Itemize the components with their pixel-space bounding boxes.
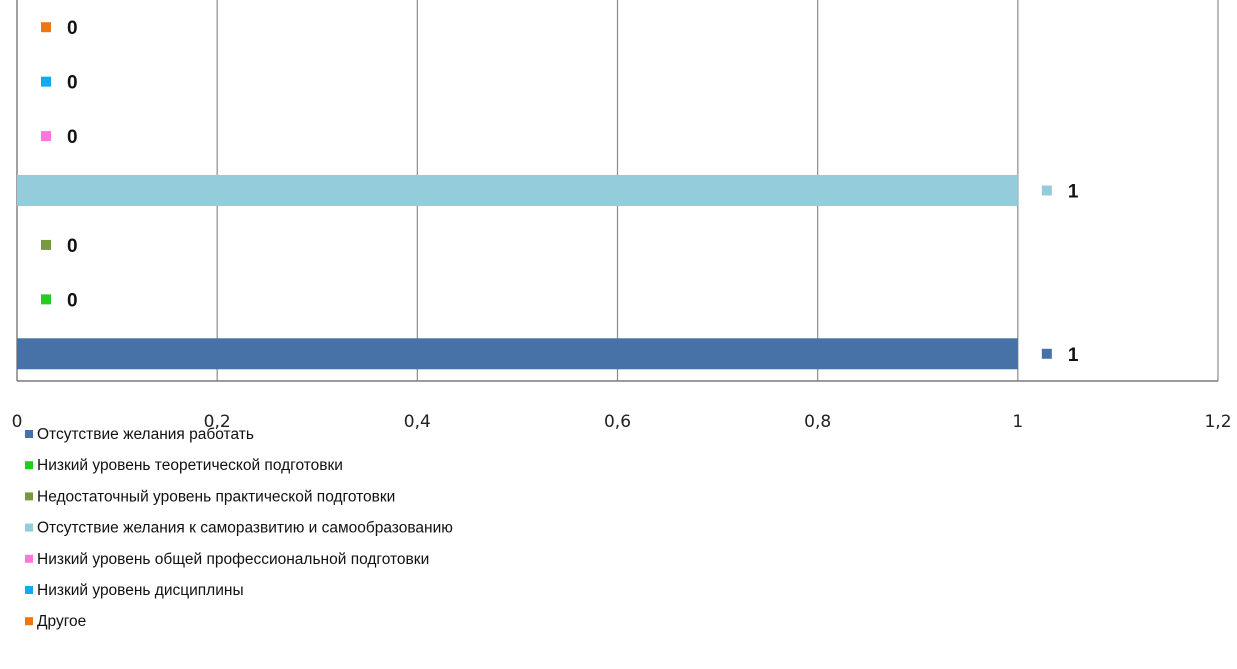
legend-key bbox=[25, 492, 33, 501]
legend-key bbox=[25, 617, 33, 626]
legend-key bbox=[25, 586, 33, 594]
legend-entry: Низкий уровень дисциплины bbox=[37, 582, 244, 599]
data-label-key bbox=[1041, 348, 1052, 359]
data-label: 0 bbox=[67, 73, 78, 94]
data-label-key bbox=[41, 76, 51, 87]
x-tick-label: 0 bbox=[12, 412, 23, 432]
bars bbox=[17, 175, 1018, 370]
legend-key bbox=[25, 523, 33, 532]
data-label: 1 bbox=[1068, 182, 1079, 203]
legend-key bbox=[25, 430, 33, 438]
legend-entry: Другое bbox=[37, 613, 86, 630]
data-label: 0 bbox=[67, 290, 78, 311]
data-labels: 1 0 0 1 0 0 0 bbox=[41, 18, 1079, 366]
x-tick-label: 0,2 bbox=[204, 412, 231, 432]
legend-key bbox=[25, 554, 33, 563]
x-tick-label: 0,6 bbox=[604, 412, 631, 432]
data-label: 0 bbox=[67, 18, 78, 39]
data-label-key bbox=[1041, 185, 1052, 196]
legend-entry: Низкий уровень теоретической подготовки bbox=[37, 457, 343, 474]
data-label-key bbox=[41, 22, 51, 33]
data-label: 0 bbox=[67, 127, 78, 148]
x-tick-label: 0,4 bbox=[404, 412, 431, 432]
x-tick-label: 0,8 bbox=[804, 412, 831, 432]
legend-entry: Низкий уровень общей профессиональной по… bbox=[37, 551, 429, 568]
bar bbox=[17, 338, 1018, 370]
legend-key bbox=[25, 461, 33, 470]
legend-entry: Отсутствие желания работать bbox=[37, 426, 254, 443]
legend: Отсутствие желания работать Низкий уровен… bbox=[25, 426, 453, 630]
data-label-key bbox=[41, 131, 51, 142]
x-tick-label: 1 bbox=[1012, 412, 1023, 432]
bar bbox=[17, 175, 1018, 206]
legend-entry: Отсутствие желания к саморазвитию и само… bbox=[37, 520, 453, 537]
data-label-key bbox=[41, 294, 51, 305]
x-tick-labels: 0 0,2 0,4 0,6 0,8 1 1,2 bbox=[12, 412, 1232, 432]
x-tick-label: 1,2 bbox=[1204, 412, 1231, 432]
data-label-key bbox=[41, 239, 51, 250]
data-label: 1 bbox=[1068, 345, 1079, 366]
data-label: 0 bbox=[67, 236, 78, 257]
legend-entry: Недостаточный уровень практической подго… bbox=[37, 488, 395, 505]
